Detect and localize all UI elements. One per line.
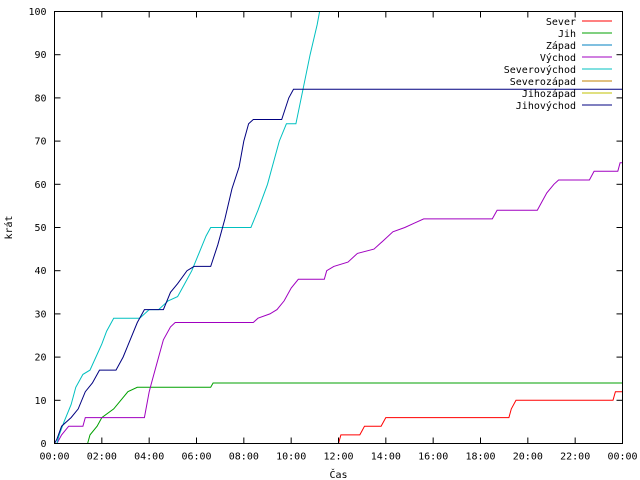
x-tick-label: 16:00: [418, 452, 448, 463]
x-tick-label: 08:00: [229, 452, 259, 463]
y-tick-label: 70: [34, 137, 46, 148]
legend-label-jih: Jih: [558, 29, 576, 40]
legend-label-vychod: Východ: [540, 52, 576, 64]
y-tick-label: 80: [34, 93, 46, 104]
legend-label-sever: Sever: [546, 17, 576, 28]
x-tick-label: 20:00: [513, 452, 543, 463]
x-tick-label: 10:00: [276, 452, 306, 463]
series-line-jihovychod: [54, 88, 623, 444]
legend-label-severozapad: Severozápad: [510, 76, 576, 88]
y-tick-label: 60: [34, 180, 46, 191]
x-tick-label: 14:00: [371, 452, 401, 463]
legend-label-severovychod: Severovýchod: [504, 64, 576, 76]
series-line-severovychod: [56, 11, 321, 444]
y-tick-label: 40: [34, 266, 46, 277]
x-tick-label: 00:00: [607, 452, 637, 463]
series-layer: [54, 11, 623, 444]
x-tick-label: 06:00: [181, 452, 211, 463]
x-tick-label: 12:00: [323, 452, 353, 463]
y-tick-label: 0: [40, 439, 46, 450]
y-tick-label: 100: [28, 7, 46, 18]
x-tick-label: 02:00: [87, 452, 117, 463]
series-line-sever: [338, 391, 623, 444]
y-tick-label: 20: [34, 353, 46, 364]
x-tick-label: 22:00: [560, 452, 590, 463]
y-axis-label: krát: [3, 215, 15, 239]
series-line-vychod: [56, 162, 623, 444]
legend-label-jihozapad: Jihozápad: [522, 88, 576, 100]
x-axis-label: Čas: [329, 468, 347, 480]
x-tick-label: 04:00: [134, 452, 164, 463]
series-line-jih: [87, 382, 623, 444]
y-tick-label: 90: [34, 50, 46, 61]
legend: SeverJihZápadVýchodSeverovýchodSeverozáp…: [504, 17, 612, 112]
x-tick-label: 00:00: [39, 452, 69, 463]
y-tick-label: 30: [34, 309, 46, 320]
y-tick-label: 10: [34, 396, 46, 407]
x-tick-label: 18:00: [465, 452, 495, 463]
legend-label-jihovychod: Jihovýchod: [516, 100, 576, 112]
legend-label-zapad: Západ: [546, 40, 576, 52]
y-tick-label: 50: [34, 223, 46, 234]
ticks-layer: 0 10 20 30 40 50 60 70 80 90 100 00:00 02:00 04:00 06:…: [28, 7, 637, 463]
